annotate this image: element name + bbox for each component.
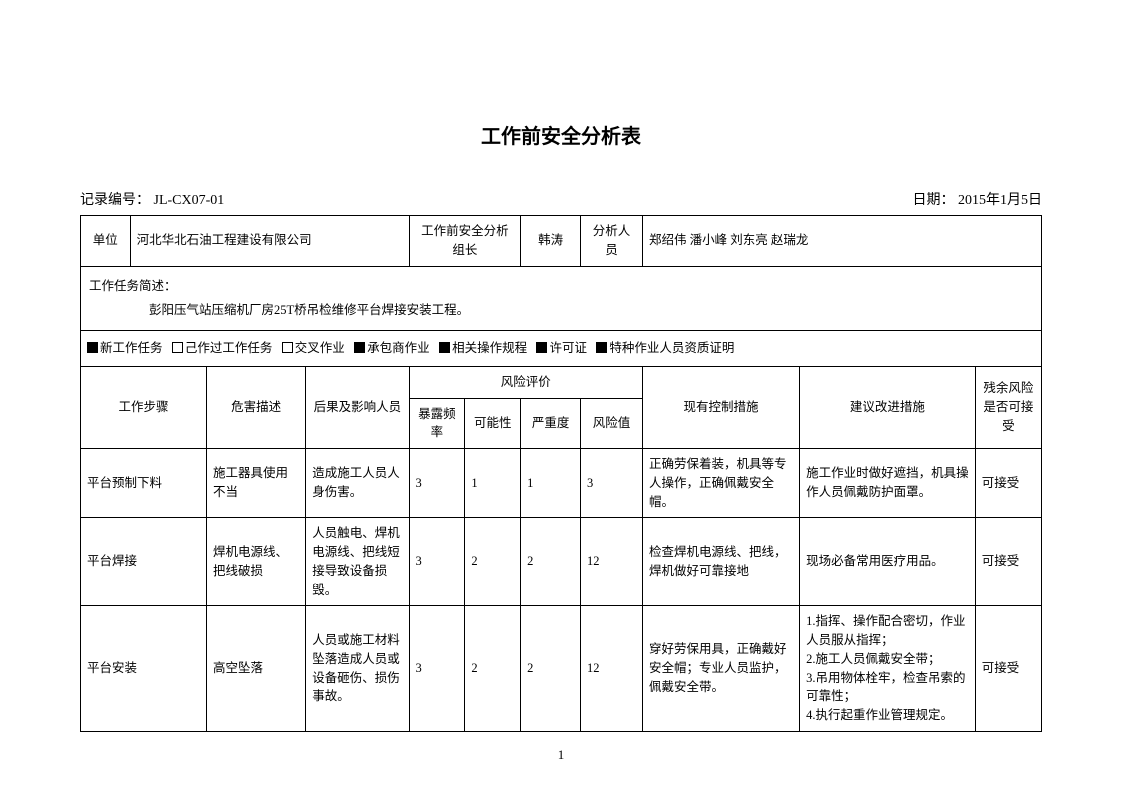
col-likelihood: 可能性	[465, 398, 521, 449]
cell-consequence: 造成施工人员人身伤害。	[306, 449, 409, 518]
cell-control: 检查焊机电源线、把线，焊机做好可靠接地	[643, 518, 800, 606]
leader-label: 工作前安全分析组长	[409, 216, 521, 267]
cell-severity: 2	[521, 518, 581, 606]
col-consequence: 后果及影响人员	[306, 366, 409, 448]
checkbox-label-0: 新工作任务	[100, 341, 163, 355]
cell-control: 正确劳保着装，机具等专人操作，正确佩戴安全帽。	[643, 449, 800, 518]
table-row: 平台预制下料施工器具使用不当造成施工人员人身伤害。3113正确劳保着装，机具等专…	[81, 449, 1042, 518]
record-no: JL-CX07-01	[154, 193, 225, 208]
task-desc: 彭阳压气站压缩机厂房25T桥吊检维修平台焊接安装工程。	[89, 301, 1033, 320]
checkbox-label-1: 己作过工作任务	[185, 341, 273, 355]
meta-row: 记录编号： JL-CX07-01 日期： 2015年1月5日	[80, 189, 1042, 209]
cell-control: 穿好劳保用具，正确戴好安全帽；专业人员监护，佩戴安全带。	[643, 606, 800, 732]
cell-exposure: 3	[409, 518, 465, 606]
col-improve: 建议改进措施	[800, 366, 976, 448]
cell-step: 平台预制下料	[81, 449, 207, 518]
checkbox-1	[172, 342, 183, 353]
document-title: 工作前安全分析表	[80, 120, 1042, 149]
cell-improve: 1.指挥、操作配合密切，作业人员服从指挥；2.施工人员佩戴安全带；3.吊用物体栓…	[800, 606, 976, 732]
cell-exposure: 3	[409, 449, 465, 518]
checkbox-5	[536, 342, 547, 353]
checkbox-label-5: 许可证	[549, 341, 587, 355]
checkbox-label-2: 交叉作业	[295, 341, 345, 355]
cell-hazard: 焊机电源线、把线破损	[207, 518, 306, 606]
checkbox-2	[282, 342, 293, 353]
checkbox-0	[87, 342, 98, 353]
cell-risk-value: 12	[581, 606, 643, 732]
cell-hazard: 高空坠落	[207, 606, 306, 732]
table-row: 平台安装高空坠落人员或施工材料坠落造成人员或设备砸伤、损伤事故。32212穿好劳…	[81, 606, 1042, 732]
col-exposure: 暴露频率	[409, 398, 465, 449]
cell-hazard: 施工器具使用不当	[207, 449, 306, 518]
cell-exposure: 3	[409, 606, 465, 732]
date-label: 日期：	[913, 193, 955, 208]
cell-step: 平台焊接	[81, 518, 207, 606]
date-value: 2015年1月5日	[958, 193, 1042, 208]
unit-label: 单位	[81, 216, 131, 267]
col-risk-value: 风险值	[581, 398, 643, 449]
col-residual: 残余风险是否可接受	[975, 366, 1041, 448]
cell-likelihood: 2	[465, 518, 521, 606]
record-label: 记录编号：	[80, 193, 150, 208]
header-row-1: 工作步骤 危害描述 后果及影响人员 风险评价 现有控制措施 建议改进措施 残余风…	[81, 366, 1042, 398]
unit-value: 河北华北石油工程建设有限公司	[130, 216, 409, 267]
cell-consequence: 人员或施工材料坠落造成人员或设备砸伤、损伤事故。	[306, 606, 409, 732]
checkbox-row: 新工作任务 己作过工作任务 交叉作业 承包商作业 相关操作规程 许可证 特种作业…	[81, 331, 1042, 367]
col-severity: 严重度	[521, 398, 581, 449]
col-risk-eval: 风险评价	[409, 366, 642, 398]
cell-residual: 可接受	[975, 606, 1041, 732]
checkbox-label-6: 特种作业人员资质证明	[609, 341, 734, 355]
cell-residual: 可接受	[975, 518, 1041, 606]
checkbox-label-4: 相关操作规程	[452, 341, 527, 355]
checkbox-6	[596, 342, 607, 353]
analysts-value: 郑绍伟 潘小峰 刘东亮 赵瑞龙	[643, 216, 1042, 267]
cell-risk-value: 3	[581, 449, 643, 518]
task-desc-label: 工作任务简述：	[89, 279, 177, 293]
checkbox-3	[354, 342, 365, 353]
info-row: 单位 河北华北石油工程建设有限公司 工作前安全分析组长 韩涛 分析人员 郑绍伟 …	[81, 216, 1042, 267]
checkbox-label-3: 承包商作业	[367, 341, 430, 355]
cell-risk-value: 12	[581, 518, 643, 606]
analysts-label: 分析人员	[581, 216, 643, 267]
checkbox-4	[439, 342, 450, 353]
cell-severity: 2	[521, 606, 581, 732]
cell-severity: 1	[521, 449, 581, 518]
cell-step: 平台安装	[81, 606, 207, 732]
cell-likelihood: 1	[465, 449, 521, 518]
table-row: 平台焊接焊机电源线、把线破损人员触电、焊机电源线、把线短接导致设备损毁。3221…	[81, 518, 1042, 606]
cell-improve: 施工作业时做好遮挡，机具操作人员佩戴防护面罩。	[800, 449, 976, 518]
col-control: 现有控制措施	[643, 366, 800, 448]
cell-improve: 现场必备常用医疗用品。	[800, 518, 976, 606]
cell-likelihood: 2	[465, 606, 521, 732]
leader-value: 韩涛	[521, 216, 581, 267]
col-hazard: 危害描述	[207, 366, 306, 448]
analysis-table: 单位 河北华北石油工程建设有限公司 工作前安全分析组长 韩涛 分析人员 郑绍伟 …	[80, 215, 1042, 732]
col-step: 工作步骤	[81, 366, 207, 448]
cell-residual: 可接受	[975, 449, 1041, 518]
task-desc-row: 工作任务简述： 彭阳压气站压缩机厂房25T桥吊检维修平台焊接安装工程。	[81, 266, 1042, 331]
page-number: 1	[0, 747, 1122, 763]
cell-consequence: 人员触电、焊机电源线、把线短接导致设备损毁。	[306, 518, 409, 606]
